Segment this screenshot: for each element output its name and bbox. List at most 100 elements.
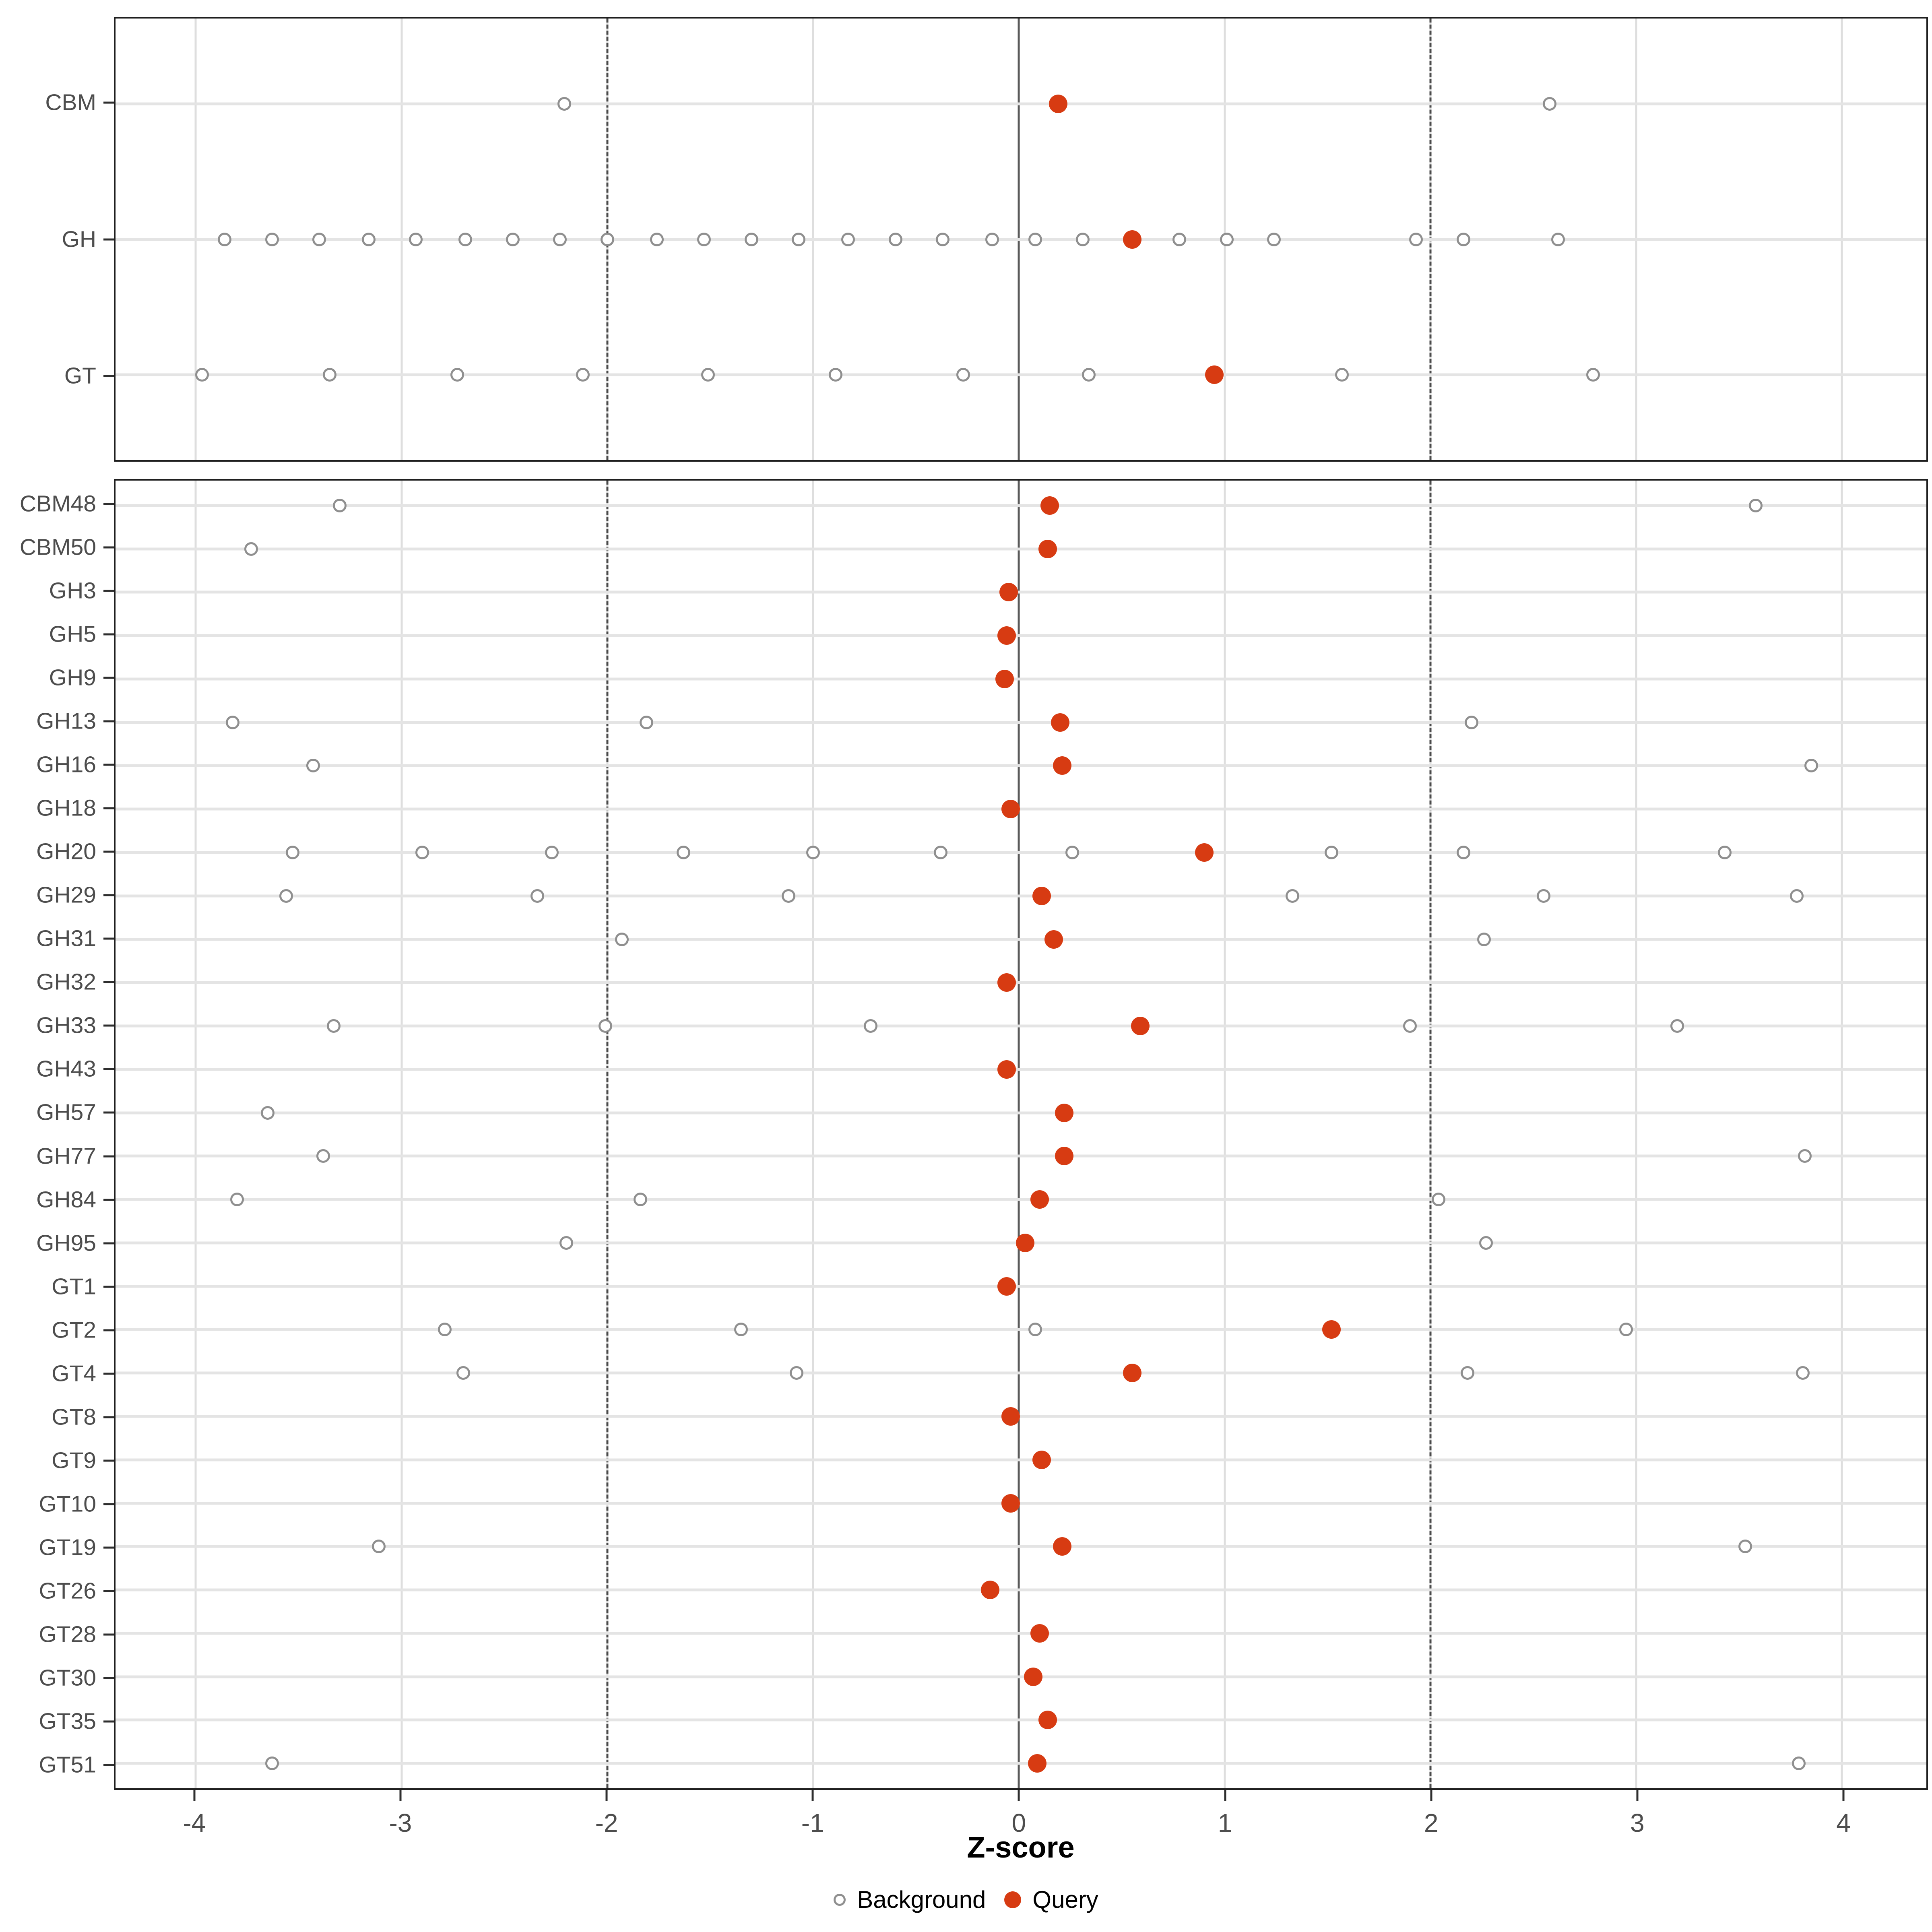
- query-dot: [1028, 1754, 1047, 1773]
- vertical-gridline: [400, 481, 403, 1788]
- row-gridline: [116, 851, 1926, 854]
- background-dot: [806, 845, 820, 859]
- row-label: GH13: [36, 708, 96, 734]
- query-dot: [1016, 1233, 1034, 1252]
- background-dot: [261, 1106, 275, 1120]
- background-dot: [1028, 1323, 1042, 1337]
- background-dot: [864, 1019, 878, 1033]
- background-dot: [1796, 1366, 1810, 1380]
- query-dot: [997, 1060, 1016, 1079]
- x-tick-label: 3: [1630, 1808, 1645, 1837]
- legend-item-background: Background: [834, 1888, 986, 1912]
- vertical-gridline: [194, 481, 197, 1788]
- x-tick-label: -2: [595, 1808, 618, 1837]
- background-dot: [458, 232, 473, 246]
- x-tick-label: -3: [389, 1808, 412, 1837]
- row-label: GT19: [39, 1534, 96, 1560]
- row-label: GT9: [52, 1447, 96, 1474]
- y-tick: [103, 1111, 114, 1114]
- background-dot: [1403, 1019, 1417, 1033]
- query-dot: [1053, 1537, 1071, 1556]
- x-tick-label: -4: [183, 1808, 206, 1837]
- y-tick: [103, 375, 114, 377]
- query-dot: [997, 973, 1016, 992]
- row-label: GH77: [36, 1143, 96, 1169]
- row-label: CBM: [45, 89, 96, 116]
- background-dot: [1028, 232, 1042, 246]
- row-label: GT35: [39, 1708, 96, 1734]
- background-dot: [409, 232, 423, 246]
- row-label: GH33: [36, 1012, 96, 1038]
- y-tick: [103, 546, 114, 549]
- background-dot: [576, 368, 590, 382]
- background-dot: [1790, 889, 1804, 903]
- row-label: GT2: [52, 1317, 96, 1343]
- y-tick: [103, 1720, 114, 1723]
- row-gridline: [116, 1762, 1926, 1765]
- background-dot: [557, 97, 571, 111]
- query-dot: [1001, 1494, 1020, 1513]
- y-tick: [103, 1677, 114, 1679]
- query-dot: [1055, 1103, 1073, 1122]
- y-tick: [103, 850, 114, 853]
- y-tick: [103, 503, 114, 505]
- y-tick: [103, 1199, 114, 1201]
- background-dot: [1432, 1193, 1446, 1207]
- y-tick: [103, 894, 114, 896]
- background-dot: [1075, 232, 1090, 246]
- background-dot: [1335, 368, 1349, 382]
- row-gridline: [116, 1111, 1926, 1115]
- row-label: GH84: [36, 1187, 96, 1213]
- background-dot: [790, 1366, 804, 1380]
- vertical-gridline: [1635, 481, 1637, 1788]
- background-dot: [217, 232, 231, 246]
- x-tick: [1636, 1790, 1639, 1801]
- row-label: GH32: [36, 969, 96, 995]
- background-dot: [226, 715, 240, 729]
- x-tick-label: -1: [801, 1808, 824, 1837]
- row-label: GT4: [52, 1360, 96, 1387]
- y-tick: [103, 677, 114, 679]
- y-tick: [103, 1024, 114, 1027]
- background-dot: [306, 759, 320, 773]
- query-dot: [1123, 1364, 1141, 1383]
- row-gridline: [116, 590, 1926, 594]
- y-tick: [103, 1633, 114, 1636]
- row-gridline: [116, 1068, 1926, 1071]
- y-tick: [103, 1068, 114, 1070]
- query-dot: [1051, 713, 1069, 732]
- query-dot: [997, 626, 1016, 645]
- x-tick: [1224, 1790, 1226, 1801]
- y-tick: [103, 807, 114, 809]
- vertical-gridline: [1224, 481, 1226, 1788]
- row-gridline: [116, 677, 1926, 681]
- row-gridline: [116, 764, 1926, 767]
- query-dot: [995, 669, 1014, 688]
- query-dot: [1024, 1667, 1043, 1686]
- legend-label: Query: [1032, 1886, 1098, 1913]
- row-label: GH: [62, 226, 97, 252]
- row-label: GH16: [36, 751, 96, 778]
- row-label: GT10: [39, 1491, 96, 1517]
- background-dot: [1479, 1236, 1493, 1250]
- row-gridline: [116, 1675, 1926, 1678]
- background-dot: [615, 932, 629, 946]
- background-dot: [438, 1323, 452, 1337]
- y-tick: [103, 1155, 114, 1158]
- row-gridline: [116, 634, 1926, 637]
- background-dot: [559, 1236, 573, 1250]
- background-dot: [1460, 1366, 1474, 1380]
- y-tick: [103, 720, 114, 722]
- background-dot: [456, 1366, 470, 1380]
- row-label: GH95: [36, 1230, 96, 1256]
- row-label: CBM50: [19, 534, 96, 560]
- row-gridline: [116, 1371, 1926, 1375]
- background-dot: [841, 232, 855, 246]
- row-gridline: [116, 807, 1926, 811]
- background-dot: [506, 232, 520, 246]
- background-dot: [1065, 845, 1080, 859]
- x-tick: [1842, 1790, 1845, 1801]
- background-dot: [600, 232, 614, 246]
- background-dot: [697, 232, 711, 246]
